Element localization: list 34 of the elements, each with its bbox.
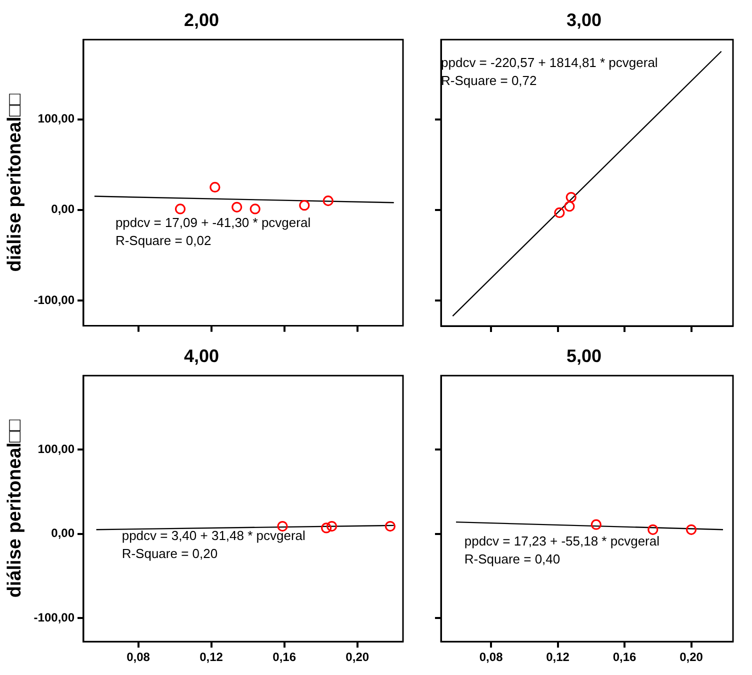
annotation: ppdcv = -220,57 + 1814,81 * pcvgeral <box>441 54 658 70</box>
y-axis-title: diálise peritoneal□□ <box>4 418 26 598</box>
x-tick-label: 0,20 <box>680 650 704 664</box>
annotation: ppdcv = 3,40 + 31,48 * pcvgeral <box>122 528 306 543</box>
point <box>250 204 260 214</box>
annotation: R-Square = 0,02 <box>115 233 212 248</box>
point <box>174 204 186 214</box>
x-tick-label: 0,08 <box>126 650 150 664</box>
x-tick-label: 0,20 <box>346 650 370 664</box>
x-tick-label: 0,16 <box>272 650 296 664</box>
x-tick-label: 0,08 <box>479 650 504 664</box>
x-tick-label: 0,12 <box>546 650 570 664</box>
y-tick-label: -100,00 <box>34 610 75 624</box>
annotation: ppdcv = 17,09 + -41,30 * pcvgeral <box>115 215 311 230</box>
y-axis-title: diálise peritoneal□□ <box>4 93 26 272</box>
x-tick-label: 0,16 <box>612 650 637 664</box>
y-tick-label: 100,00 <box>38 442 75 456</box>
annotation: R-Square = 0,40 <box>464 551 560 566</box>
annotation: R-Square = 0,20 <box>122 546 218 561</box>
point <box>322 196 334 206</box>
point <box>210 182 220 193</box>
chart-title: 2,00 <box>184 10 220 30</box>
point <box>299 200 310 211</box>
chart-title: 3,00 <box>566 10 602 30</box>
y-tick-label: 100,00 <box>38 112 75 126</box>
point <box>232 202 242 212</box>
y-tick-label: -100,00 <box>34 292 75 307</box>
chart-title: 5,00 <box>566 346 602 366</box>
chart-title: 4,00 <box>184 346 220 366</box>
x-tick-label: 0,12 <box>200 650 224 664</box>
annotation: R-Square = 0,72 <box>441 72 537 88</box>
annotation: ppdcv = 17,23 + -55,18 * pcvgeral <box>464 533 660 548</box>
y-tick-label: 0,00 <box>51 526 75 540</box>
y-tick-label: 0,00 <box>51 202 75 216</box>
